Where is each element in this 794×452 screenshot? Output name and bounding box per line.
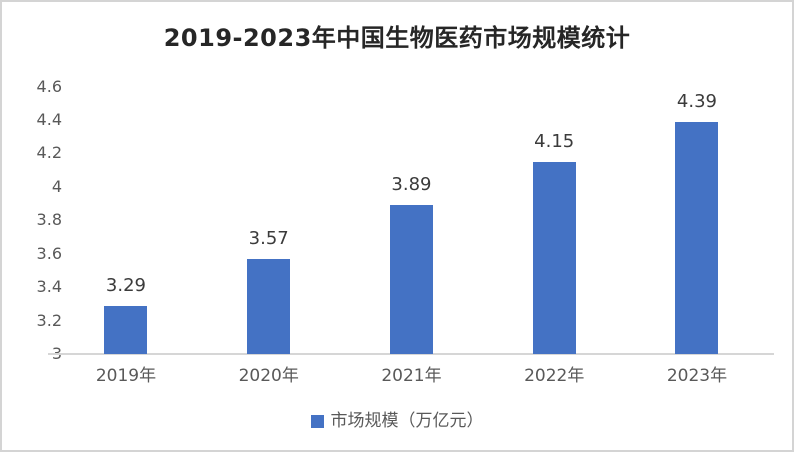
- y-tick-label: 4: [51, 176, 62, 196]
- y-tick-label: 4.6: [36, 76, 62, 96]
- x-tick-label: 2020年: [238, 366, 299, 386]
- bar-value-label: 4.39: [676, 90, 717, 112]
- bar: [247, 258, 291, 354]
- x-axis-line: [48, 353, 774, 355]
- x-tick-label: 2023年: [666, 366, 728, 386]
- bar: [104, 305, 148, 354]
- chart-title: 2019-2023年中国生物医药市场规模统计: [163, 24, 631, 52]
- bar-value-label: 3.57: [248, 227, 289, 249]
- y-tick-label: 3.2: [36, 310, 62, 330]
- legend-swatch-icon: [310, 414, 324, 428]
- bar-value-label: 4.15: [534, 130, 575, 152]
- x-tick-label: 2021年: [381, 366, 442, 386]
- bar: [389, 205, 433, 354]
- x-tick-label: 2022年: [524, 366, 585, 386]
- bar: [675, 121, 719, 354]
- y-tick-label: 4.4: [36, 109, 62, 129]
- y-tick-label: 4.2: [36, 143, 62, 163]
- bar: [532, 161, 576, 354]
- y-tick-label: 3.8: [36, 210, 62, 230]
- x-tick-label: 2019年: [95, 366, 157, 386]
- bar-value-label: 3.89: [391, 174, 432, 196]
- y-tick-label: 3.4: [36, 277, 62, 297]
- legend: 市场规模（万亿元）: [2, 411, 792, 431]
- y-tick-label: 3.6: [36, 243, 62, 263]
- bar-value-label: 3.29: [105, 274, 146, 296]
- legend-label: 市场规模（万亿元）: [330, 411, 484, 431]
